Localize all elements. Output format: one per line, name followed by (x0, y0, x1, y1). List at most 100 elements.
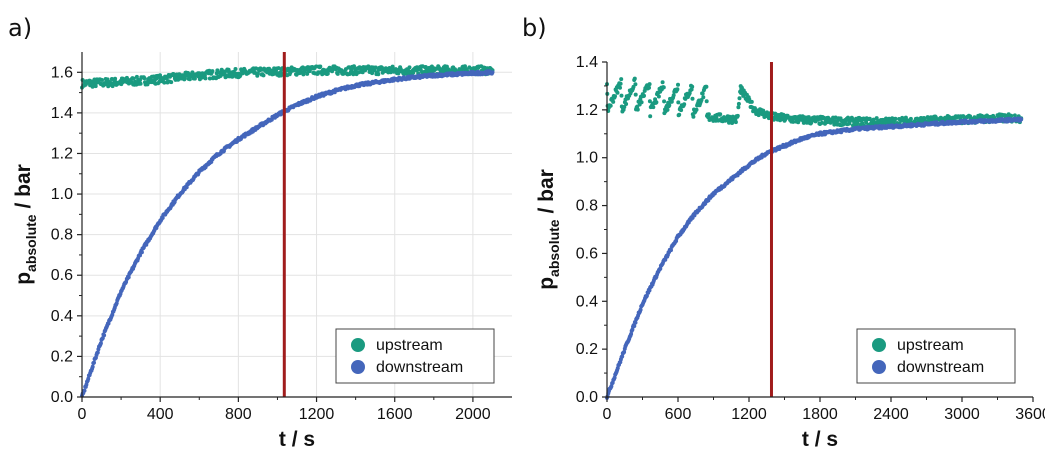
legend: upstream downstream (856, 328, 1016, 384)
data-point (92, 360, 96, 365)
y-tick-label: 0.0 (576, 389, 598, 406)
data-point (675, 87, 680, 92)
y-tick-label: 1.4 (51, 105, 73, 122)
data-point (134, 74, 139, 79)
y-tick-label: 0.6 (576, 245, 598, 262)
data-point (100, 78, 104, 82)
data-point (874, 116, 879, 121)
data-point (490, 70, 495, 75)
x-tick-label: 0 (78, 406, 87, 423)
data-point (633, 92, 638, 97)
data-point (226, 67, 231, 72)
legend-marker-downstream (351, 360, 365, 374)
y-tick-label: 1.4 (576, 54, 598, 71)
data-point (86, 376, 91, 381)
y-tick-label: 0.6 (51, 267, 73, 284)
data-point (648, 114, 653, 119)
data-point (667, 103, 672, 108)
chart-panel-a: a) 0.0 0.2 0.4 0.6 0.8 1.0 1.2 1.4 1.6 0 400 800 1200… (8, 14, 512, 451)
series-downstream (80, 69, 495, 398)
legend-label-downstream: downstream (897, 359, 984, 376)
data-point (700, 91, 705, 96)
series-downstream (605, 116, 1024, 400)
data-point (739, 91, 743, 95)
data-point (690, 96, 695, 101)
data-point (690, 84, 695, 89)
legend-label-upstream: upstream (897, 337, 964, 354)
data-point (142, 76, 147, 81)
data-point (255, 71, 260, 76)
data-point (654, 100, 659, 105)
data-point (669, 248, 673, 253)
x-tick-label: 600 (665, 406, 692, 423)
data-point (639, 100, 644, 105)
data-point (376, 72, 381, 77)
data-point (893, 116, 898, 121)
x-tick-label: 2400 (873, 406, 909, 423)
data-point (618, 85, 622, 90)
x-tick-label: 3600 (1015, 406, 1045, 423)
y-axis-title: pabsolute / bar (12, 164, 39, 285)
data-point (682, 102, 687, 107)
data-point (126, 275, 131, 280)
data-point (82, 388, 87, 393)
data-point (615, 90, 620, 95)
data-point (95, 350, 100, 355)
y-tick-label: 1.0 (51, 186, 73, 203)
data-point (370, 71, 375, 76)
x-tick-label: 400 (147, 406, 174, 423)
data-point (791, 119, 796, 124)
data-point (90, 84, 95, 89)
data-point (736, 105, 741, 110)
data-point (908, 116, 913, 121)
data-point (677, 112, 682, 117)
x-tick-label: 1600 (377, 406, 413, 423)
data-point (390, 64, 395, 69)
y-tick-label: 1.2 (576, 102, 598, 119)
y-tick-label: 0.4 (576, 293, 598, 310)
legend-box (335, 328, 495, 384)
data-point (735, 113, 740, 118)
panel-label: b) (522, 14, 547, 42)
y-tick-label: 0.2 (576, 341, 598, 358)
data-point (647, 82, 652, 87)
data-point (620, 354, 625, 359)
y-axis-title-subscript: absolute (546, 219, 562, 277)
data-point (679, 108, 684, 113)
y-axis-title: pabsolute / bar (535, 169, 562, 290)
data-point (629, 332, 634, 336)
data-point (833, 115, 838, 120)
data-point (704, 84, 709, 89)
data-point (164, 76, 169, 81)
data-point (611, 99, 616, 104)
y-tick-label: 0.8 (51, 227, 73, 244)
x-tick-label: 800 (225, 406, 252, 423)
data-point (653, 97, 658, 102)
data-point (618, 81, 623, 86)
legend-marker-upstream (872, 338, 886, 352)
data-point (190, 70, 195, 75)
data-point (139, 250, 144, 255)
data-point (633, 320, 638, 325)
data-point (98, 341, 103, 346)
data-point (1009, 113, 1014, 118)
x-tick-label: 3000 (944, 406, 980, 423)
data-point (210, 69, 215, 74)
data-point (169, 80, 174, 85)
data-point (736, 101, 741, 106)
data-point (90, 364, 95, 369)
series-upstream (80, 64, 495, 90)
data-point (619, 77, 624, 82)
data-point (665, 107, 670, 112)
y-tick-label: 0.4 (51, 308, 73, 325)
data-point (796, 120, 801, 125)
data-point (261, 73, 266, 78)
y-tick-label: 1.2 (51, 145, 73, 162)
data-point (632, 324, 637, 328)
legend-label-downstream: downstream (376, 359, 463, 376)
data-point (647, 85, 651, 90)
y-axis-title-subscript: absolute (23, 214, 39, 272)
data-point (638, 307, 643, 312)
data-point (207, 76, 212, 81)
